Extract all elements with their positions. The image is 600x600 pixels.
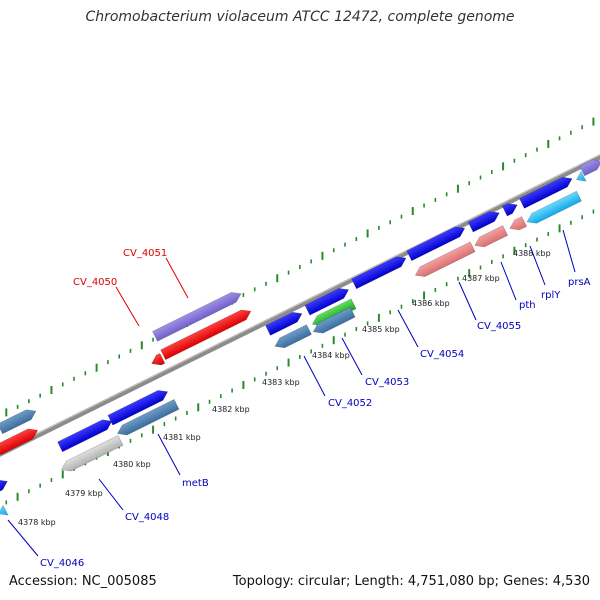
lower-tick-row [5,209,595,505]
gene-label-rply: rplY [541,290,561,301]
gene-blue-i[interactable] [107,387,170,426]
gene-cv4050-small[interactable] [149,353,166,368]
gene-rply[interactable] [507,216,528,234]
gene-label-pth: pth [519,300,536,311]
gene-cv4050[interactable] [160,306,254,361]
gene-label-leaders [7,229,576,557]
gene-blue-b[interactable] [304,285,351,316]
gene-label-cv4046: CV_4046 [40,558,84,569]
accession-text: Accession: NC_005085 [9,574,157,589]
gene-cv4046[interactable] [0,504,9,518]
gene-label-cv4053: CV_4053 [365,377,409,388]
gene-blue-d[interactable] [406,223,467,262]
gene-label-prsa: prsA [568,277,591,288]
gene-steel-edge[interactable] [0,406,38,435]
gene-label-cv4052: CV_4052 [328,398,372,409]
tick-label-4387: 4387 kbp [462,274,500,283]
tick-label-4383: 4383 kbp [262,378,300,387]
gene-blue-f[interactable] [501,200,519,217]
gene-purple-edge[interactable] [579,156,600,177]
upper-tick-row [5,117,595,417]
gene-blue-h[interactable] [57,416,115,453]
tick-label-4384: 4384 kbp [312,351,350,360]
gene-cv4053-b[interactable] [311,306,356,336]
gene-prsa[interactable] [525,190,582,227]
gene-cv4051[interactable] [152,289,244,342]
gene-metb[interactable] [115,399,180,438]
map-title: Chromobacterium violaceum ATCC 12472, co… [85,9,515,25]
tick-label-4379: 4379 kbp [65,489,103,498]
gene-cyan-small[interactable] [574,170,587,184]
tick-label-4386: 4386 kbp [412,299,450,308]
genome-backbone-highlight [0,154,600,453]
tick-label-4381: 4381 kbp [163,433,201,442]
genome-backbone [0,154,600,457]
tick-label-4380: 4380 kbp [113,460,151,469]
gene-pth[interactable] [472,225,509,251]
gene-blue-e[interactable] [467,208,502,233]
gene-label-metb: metB [182,478,209,489]
gene-label-cv4051: CV_4051 [123,248,167,259]
tick-label-4378: 4378 kbp [18,518,56,527]
gene-name-labels: CV_4051 CV_4050 CV_4055 pth rplY prsA CV… [40,248,591,569]
gene-blue-a[interactable] [265,309,305,336]
tick-label-4382: 4382 kbp [212,405,250,414]
gene-blue-g[interactable] [519,174,574,209]
gene-cv4055[interactable] [413,241,476,280]
genome-summary-text: Topology: circular; Length: 4,751,080 bp… [232,574,590,589]
gene-label-cv4048: CV_4048 [125,512,169,523]
tick-label-4388: 4388 kbp [513,249,551,258]
gene-label-cv4050: CV_4050 [73,277,117,288]
coordinate-labels: 4378 kbp 4379 kbp 4380 kbp 4381 kbp 4382… [18,249,551,527]
gene-label-cv4055: CV_4055 [477,321,521,332]
gene-cv4052[interactable] [273,324,312,352]
gene-cv4048[interactable] [59,435,124,474]
gene-label-cv4054: CV_4054 [420,349,464,360]
tick-label-4385: 4385 kbp [362,325,400,334]
gene-blue-edge[interactable] [0,476,10,492]
gene-red-edge[interactable] [0,425,40,456]
gene-blue-c[interactable] [351,253,409,290]
